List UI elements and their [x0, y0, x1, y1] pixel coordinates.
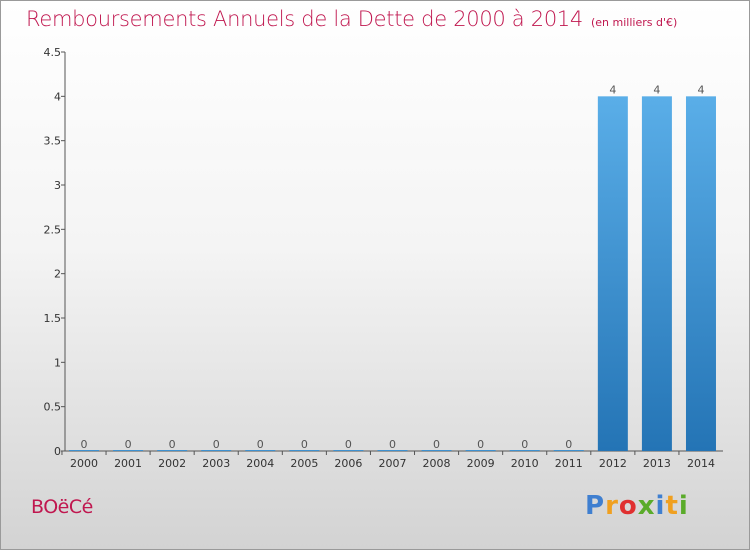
data-label: 4	[697, 83, 704, 96]
data-labels: 0 0 0 0 0 0 0 0 0 0 0 0 4 4 4	[81, 83, 705, 451]
x-tick-label: 2001	[114, 457, 142, 470]
y-tick-label: 1.5	[44, 312, 62, 325]
y-tick-label: 2	[54, 268, 61, 281]
x-tick-label: 2004	[246, 457, 274, 470]
data-label: 0	[81, 438, 88, 451]
data-label: 0	[213, 438, 220, 451]
x-tick-label: 2013	[643, 457, 671, 470]
y-tick-label: 0	[54, 445, 61, 458]
bar	[421, 450, 452, 451]
bar	[201, 450, 232, 451]
x-tick-label: 2000	[70, 457, 98, 470]
logo-letter: r	[605, 491, 619, 521]
x-tick-label: 2010	[511, 457, 539, 470]
x-tick-label: 2002	[158, 457, 186, 470]
x-tick-label: 2009	[467, 457, 495, 470]
x-tick-label: 2005	[290, 457, 318, 470]
y-tick-label: 4.5	[44, 46, 62, 59]
bars	[69, 96, 716, 451]
y-tick-label: 1	[54, 356, 61, 369]
x-tick-label: 2008	[423, 457, 451, 470]
x-tick-label: 2003	[202, 457, 230, 470]
data-label: 0	[389, 438, 396, 451]
logo-letter: P	[585, 491, 606, 521]
data-label: 0	[433, 438, 440, 451]
data-label: 4	[609, 83, 616, 96]
y-tick-label: 0.5	[44, 401, 62, 414]
x-tick-label: 2012	[599, 457, 627, 470]
bar	[597, 96, 628, 451]
x-tick-label: 2011	[555, 457, 583, 470]
x-tick-label: 2014	[687, 457, 715, 470]
bar	[289, 450, 320, 451]
axes: 0 0.5 1 1.5 2 2.5 3 3.5 4 4.5 2000 2001 2002 2003 2004…	[44, 46, 723, 470]
bar	[377, 450, 408, 451]
bar	[245, 450, 276, 451]
x-tick-label: 2007	[378, 457, 406, 470]
chart-title: Remboursements Annuels de la Dette de 20…	[26, 7, 677, 31]
data-label: 0	[477, 438, 484, 451]
y-tick-label: 3.5	[44, 135, 62, 148]
data-label: 0	[345, 438, 352, 451]
logo-letter: o	[618, 491, 638, 521]
bar	[685, 96, 716, 451]
proxiti-logo: Proxiti	[585, 491, 689, 521]
y-tick-label: 3	[54, 179, 61, 192]
bar	[113, 450, 144, 451]
chart-title-text: Remboursements Annuels de la Dette de 20…	[26, 7, 583, 31]
commune-name: BOëCé	[31, 496, 93, 518]
bar	[553, 450, 584, 451]
y-tick-label: 4	[54, 90, 61, 103]
chart-unit-note: (en milliers d'€)	[591, 16, 678, 29]
bar	[465, 450, 496, 451]
logo-letter: t	[665, 491, 679, 521]
bar	[157, 450, 188, 451]
bar	[641, 96, 672, 451]
data-label: 0	[125, 438, 132, 451]
y-tick-label: 2.5	[44, 223, 62, 236]
bar	[333, 450, 364, 451]
logo-letter: i	[678, 491, 689, 521]
data-label: 0	[301, 438, 308, 451]
bar	[509, 450, 540, 451]
data-label: 0	[565, 438, 572, 451]
data-label: 0	[521, 438, 528, 451]
x-tick-label: 2006	[334, 457, 362, 470]
data-label: 0	[169, 438, 176, 451]
logo-letter: i	[655, 491, 666, 521]
logo-letter: x	[637, 491, 656, 521]
bar	[69, 450, 99, 451]
data-label: 4	[653, 83, 660, 96]
data-label: 0	[257, 438, 264, 451]
